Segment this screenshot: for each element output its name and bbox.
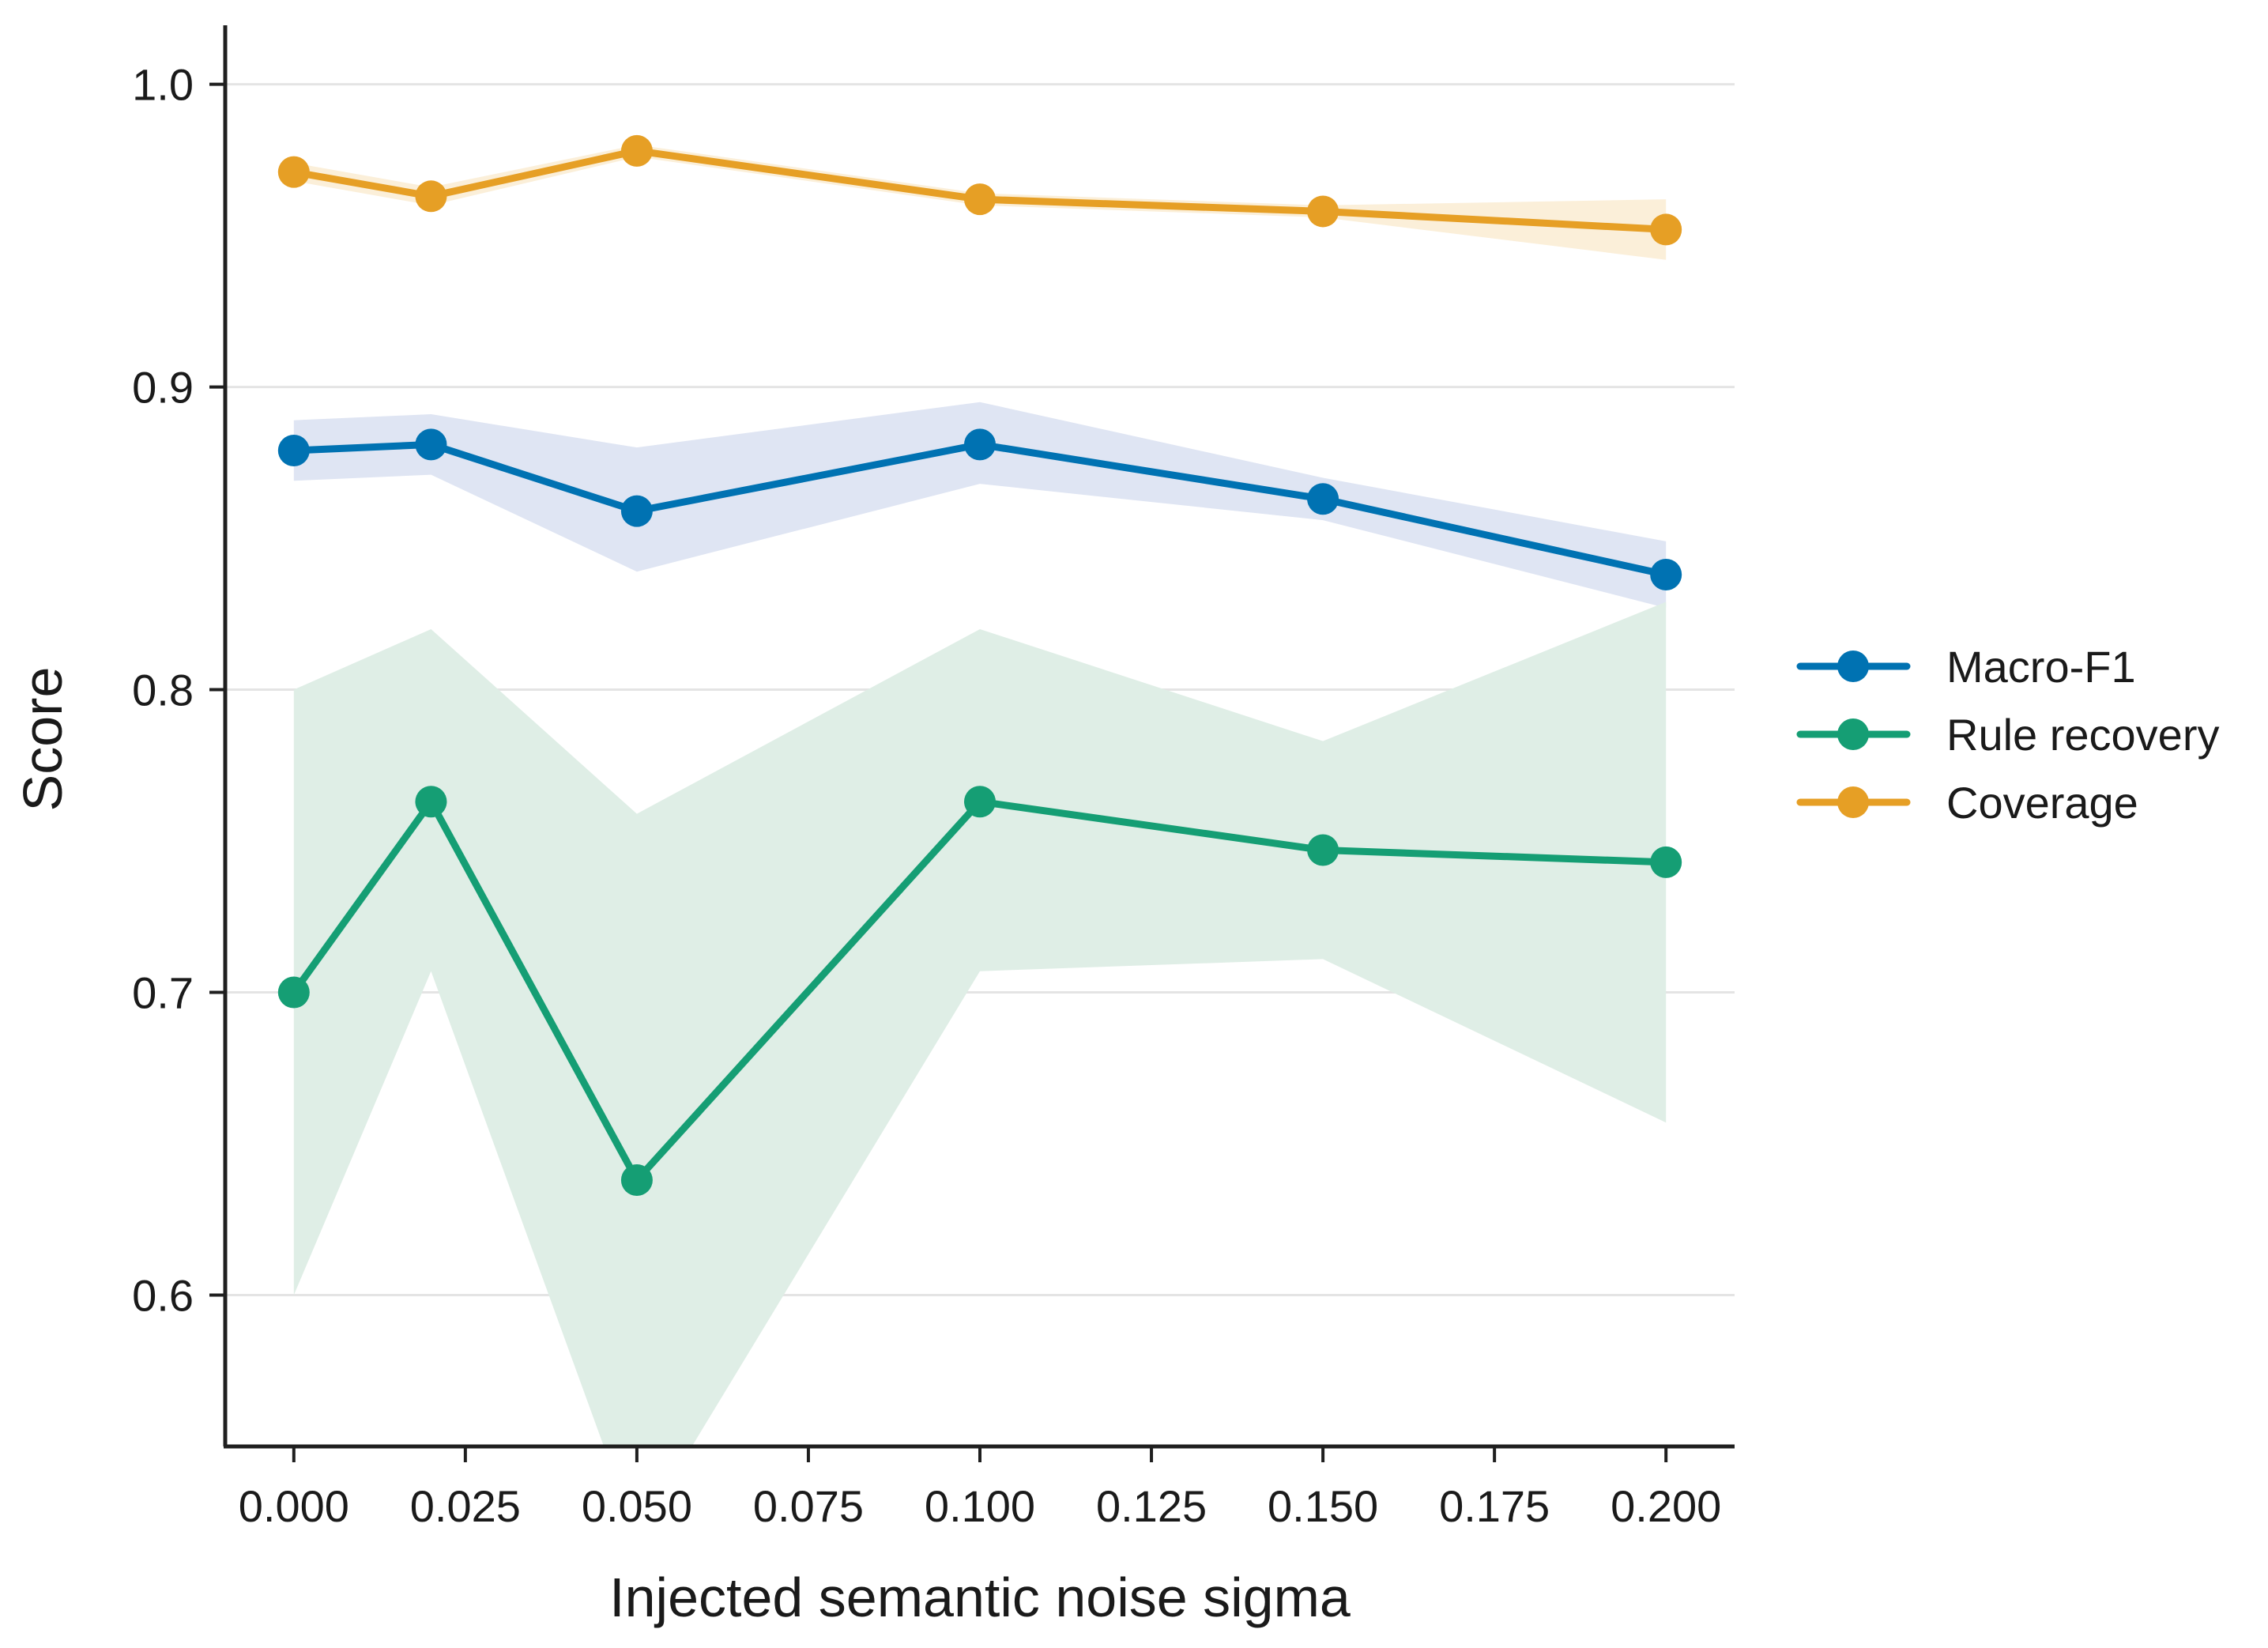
macro-f1-point bbox=[415, 428, 447, 461]
y-axis-title: Score bbox=[12, 667, 73, 812]
coverage-point bbox=[964, 183, 996, 216]
macro-f1-confidence-band bbox=[293, 402, 1667, 609]
coverage-point bbox=[415, 180, 447, 213]
coverage-point bbox=[620, 134, 653, 167]
y-axis-ticks: 0.6 0.7 0.8 0.9 1.0 bbox=[132, 60, 225, 1321]
x-tick-label: 0.150 bbox=[1268, 1481, 1378, 1531]
rule-recovery-point bbox=[277, 976, 310, 1009]
legend-item-coverage: Coverage bbox=[1796, 778, 2138, 828]
macro-f1-point bbox=[1650, 559, 1682, 591]
rule-recovery-point bbox=[964, 786, 996, 818]
coverage-point bbox=[1650, 213, 1682, 246]
macro-f1-line bbox=[290, 440, 1670, 579]
x-tick-label: 0.100 bbox=[925, 1481, 1035, 1531]
coverage-point bbox=[277, 156, 310, 188]
rule-recovery-point bbox=[1307, 834, 1339, 866]
legend: Macro-F1 Rule recovery Coverage bbox=[1796, 642, 2219, 828]
y-tick-label: 0.9 bbox=[132, 363, 194, 413]
macro-f1-point bbox=[964, 428, 996, 461]
macro-f1-point bbox=[1307, 483, 1339, 515]
x-tick-label: 0.000 bbox=[239, 1481, 349, 1531]
y-tick-label: 0.7 bbox=[132, 968, 194, 1018]
x-tick-label: 0.075 bbox=[753, 1481, 864, 1531]
legend-label: Coverage bbox=[1946, 778, 2138, 828]
series-points bbox=[277, 134, 1682, 1196]
legend-item-macro-f1: Macro-F1 bbox=[1796, 642, 2136, 692]
legend-item-rule-recovery: Rule recovery bbox=[1796, 710, 2219, 760]
x-tick-label: 0.025 bbox=[410, 1481, 521, 1531]
rule-recovery-confidence-band bbox=[293, 602, 1667, 1446]
x-tick-label: 0.175 bbox=[1439, 1481, 1550, 1531]
legend-label: Macro-F1 bbox=[1946, 642, 2136, 692]
legend-label: Rule recovery bbox=[1946, 710, 2219, 760]
legend-swatch-marker bbox=[1837, 786, 1869, 818]
y-tick-label: 0.6 bbox=[132, 1271, 194, 1321]
x-tick-label: 0.050 bbox=[582, 1481, 692, 1531]
x-tick-label: 0.200 bbox=[1611, 1481, 1721, 1531]
rule-recovery-point bbox=[620, 1163, 653, 1196]
coverage-line bbox=[290, 147, 1670, 233]
rule-recovery-point bbox=[1650, 846, 1682, 878]
confidence-bands bbox=[293, 145, 1667, 1446]
legend-swatch-marker bbox=[1837, 718, 1869, 750]
legend-swatch-marker bbox=[1837, 651, 1869, 682]
y-tick-label: 0.8 bbox=[132, 666, 194, 715]
macro-f1-point bbox=[620, 495, 653, 527]
macro-f1-point bbox=[277, 435, 310, 466]
series-lines bbox=[290, 147, 1670, 1184]
x-tick-label: 0.125 bbox=[1096, 1481, 1207, 1531]
y-tick-label: 1.0 bbox=[132, 60, 194, 110]
x-axis-title: Injected semantic noise sigma bbox=[609, 1567, 1351, 1628]
coverage-point bbox=[1307, 195, 1339, 228]
rule-recovery-line bbox=[290, 798, 1670, 1184]
x-axis-ticks: 0.000 0.025 0.050 0.075 0.100 0.125 0.150 0.175… bbox=[239, 1446, 1721, 1531]
rule-recovery-point bbox=[415, 786, 447, 818]
